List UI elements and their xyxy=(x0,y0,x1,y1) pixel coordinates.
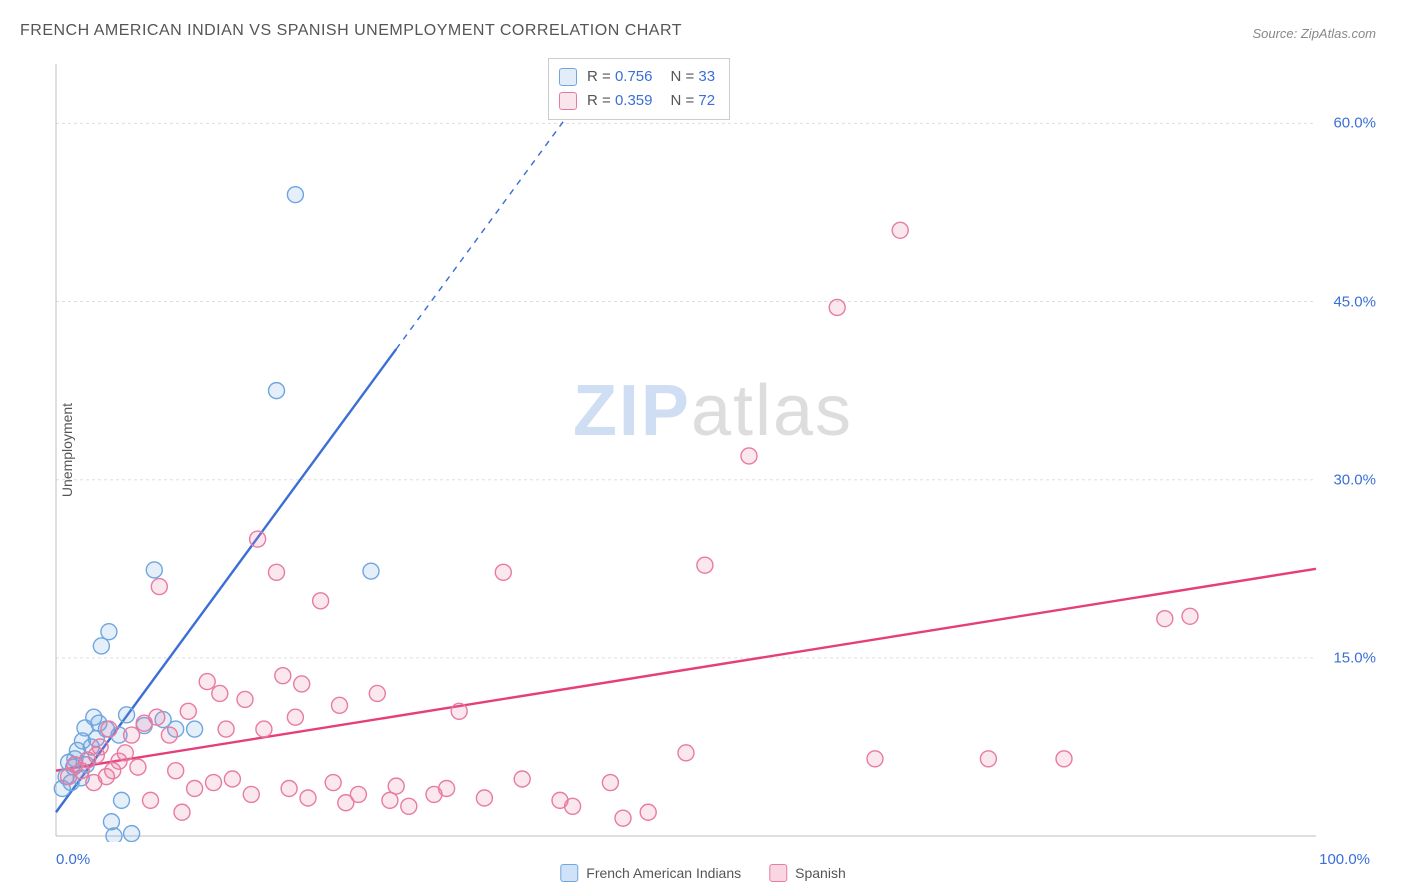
data-point xyxy=(174,804,190,820)
stat-n-label: N = 33 xyxy=(670,65,715,89)
data-point xyxy=(892,222,908,238)
data-point xyxy=(93,638,109,654)
data-point xyxy=(350,786,366,802)
source-attribution: Source: ZipAtlas.com xyxy=(1252,26,1376,41)
data-point xyxy=(124,727,140,743)
data-point xyxy=(168,763,184,779)
data-point xyxy=(269,383,285,399)
stat-n-label: N = 72 xyxy=(670,89,715,113)
data-point xyxy=(602,775,618,791)
legend-label: French American Indians xyxy=(586,865,741,881)
y-tick-label: 45.0% xyxy=(1333,293,1380,310)
data-point xyxy=(439,780,455,796)
data-point xyxy=(369,685,385,701)
data-point xyxy=(256,721,272,737)
legend-swatch xyxy=(559,92,577,110)
data-point xyxy=(640,804,656,820)
data-point xyxy=(401,798,417,814)
data-point xyxy=(565,798,581,814)
data-point xyxy=(325,775,341,791)
data-point xyxy=(187,721,203,737)
data-point xyxy=(237,691,253,707)
data-point xyxy=(678,745,694,761)
data-point xyxy=(151,579,167,595)
data-point xyxy=(212,685,228,701)
data-point xyxy=(149,709,165,725)
data-point xyxy=(218,721,234,737)
data-point xyxy=(294,676,310,692)
data-point xyxy=(224,771,240,787)
stat-r-label: R = 0.756 xyxy=(587,65,652,89)
stats-row: R = 0.756 N = 33 xyxy=(559,65,715,89)
bottom-legend: French American Indians Spanish xyxy=(560,864,845,882)
data-point xyxy=(867,751,883,767)
stats-row: R = 0.359 N = 72 xyxy=(559,89,715,113)
data-point xyxy=(199,674,215,690)
legend-item: Spanish xyxy=(769,864,846,882)
y-axis-label: Unemployment xyxy=(59,403,75,497)
x-axis-min-label: 0.0% xyxy=(56,851,90,868)
chart-area: Unemployment ZIPatlas R = 0.756N = 33R =… xyxy=(50,58,1376,842)
data-point xyxy=(1182,608,1198,624)
scatter-chart-svg xyxy=(50,58,1376,842)
data-point xyxy=(1056,751,1072,767)
data-point xyxy=(1157,611,1173,627)
data-point xyxy=(514,771,530,787)
data-point xyxy=(103,814,119,830)
y-tick-label: 60.0% xyxy=(1333,115,1380,132)
data-point xyxy=(451,703,467,719)
data-point xyxy=(269,564,285,580)
data-point xyxy=(697,557,713,573)
data-point xyxy=(119,707,135,723)
data-point xyxy=(117,745,133,761)
y-tick-label: 15.0% xyxy=(1333,649,1380,666)
data-point xyxy=(281,780,297,796)
data-point xyxy=(180,703,196,719)
data-point xyxy=(829,299,845,315)
y-tick-label: 30.0% xyxy=(1333,471,1380,488)
data-point xyxy=(388,778,404,794)
data-point xyxy=(92,739,108,755)
data-point xyxy=(206,775,222,791)
data-point xyxy=(250,531,266,547)
data-point xyxy=(741,448,757,464)
data-point xyxy=(476,790,492,806)
data-point xyxy=(332,697,348,713)
data-point xyxy=(124,826,140,842)
data-point xyxy=(106,828,122,842)
data-point xyxy=(980,751,996,767)
data-point xyxy=(146,562,162,578)
data-point xyxy=(187,780,203,796)
data-point xyxy=(300,790,316,806)
data-point xyxy=(495,564,511,580)
data-point xyxy=(275,668,291,684)
data-point xyxy=(287,187,303,203)
data-point xyxy=(243,786,259,802)
chart-title: FRENCH AMERICAN INDIAN VS SPANISH UNEMPL… xyxy=(20,22,682,40)
legend-swatch xyxy=(769,864,787,882)
stats-legend-box: R = 0.756 N = 33 R = 0.359 N = 72 xyxy=(548,58,730,120)
legend-swatch xyxy=(559,68,577,86)
data-point xyxy=(287,709,303,725)
x-axis-max-label: 100.0% xyxy=(1319,851,1370,868)
data-point xyxy=(101,624,117,640)
data-point xyxy=(114,792,130,808)
data-point xyxy=(313,593,329,609)
data-point xyxy=(130,759,146,775)
stat-r-label: R = 0.359 xyxy=(587,89,652,113)
data-point xyxy=(143,792,159,808)
data-point xyxy=(161,727,177,743)
legend-swatch xyxy=(560,864,578,882)
data-point xyxy=(363,563,379,579)
legend-label: Spanish xyxy=(795,865,846,881)
legend-item: French American Indians xyxy=(560,864,741,882)
data-point xyxy=(615,810,631,826)
data-point xyxy=(101,721,117,737)
